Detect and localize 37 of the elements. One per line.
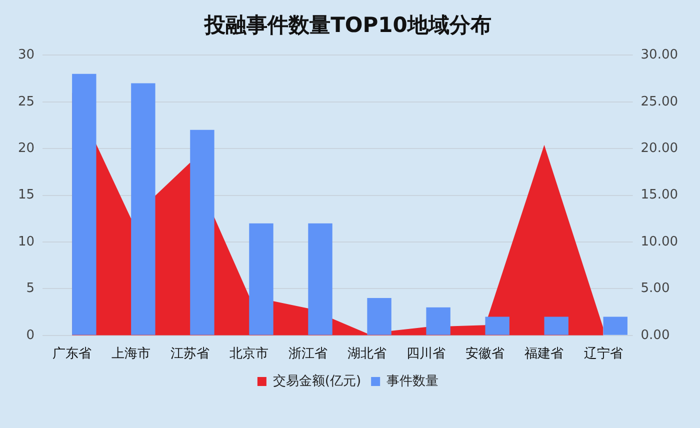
y2-tick-label: 25.00: [640, 94, 678, 110]
y-tick-label: 25: [18, 94, 35, 110]
bar: [308, 223, 332, 335]
bar: [603, 316, 628, 335]
legend-label: 事件数量: [386, 374, 439, 389]
bar: [426, 307, 450, 335]
x-tick-label: 江苏省: [170, 346, 210, 362]
x-tick-label: 北京市: [230, 346, 269, 362]
x-tick-label: 上海市: [112, 346, 151, 362]
y2-tick-label: 5.00: [640, 281, 670, 296]
y2-tick-label: 0.00: [640, 328, 670, 343]
y2-tick-label: 20.00: [640, 140, 678, 156]
x-tick-label: 安徽省: [466, 346, 505, 362]
bar: [485, 316, 510, 335]
x-tick-label: 湖北省: [348, 346, 387, 362]
bar: [367, 298, 392, 335]
y-tick-label: 30: [18, 48, 35, 63]
bar: [190, 130, 214, 335]
y2-tick-label: 30.00: [640, 48, 678, 63]
y-tick-label: 15: [18, 188, 35, 203]
y2-tick-label: 10.00: [640, 234, 678, 250]
y-tick-label: 0: [26, 328, 35, 343]
bar: [544, 316, 568, 335]
bar: [249, 223, 274, 335]
bar: [131, 83, 156, 335]
x-tick-label: 广东省: [52, 346, 92, 362]
x-tick-label: 辽宁省: [584, 346, 623, 362]
y2-tick-label: 15.00: [640, 188, 678, 203]
x-tick-label: 浙江省: [288, 346, 328, 362]
x-tick-label: 四川省: [406, 346, 446, 362]
x-tick-label: 福建省: [524, 346, 564, 362]
y-tick-label: 10: [18, 234, 35, 250]
y-tick-label: 5: [26, 281, 35, 296]
chart-title: 投融事件数量TOP10地域分布: [204, 13, 492, 38]
bar: [72, 74, 96, 335]
y-tick-label: 20: [18, 140, 35, 156]
legend-label: 交易金额(亿元): [272, 372, 362, 389]
